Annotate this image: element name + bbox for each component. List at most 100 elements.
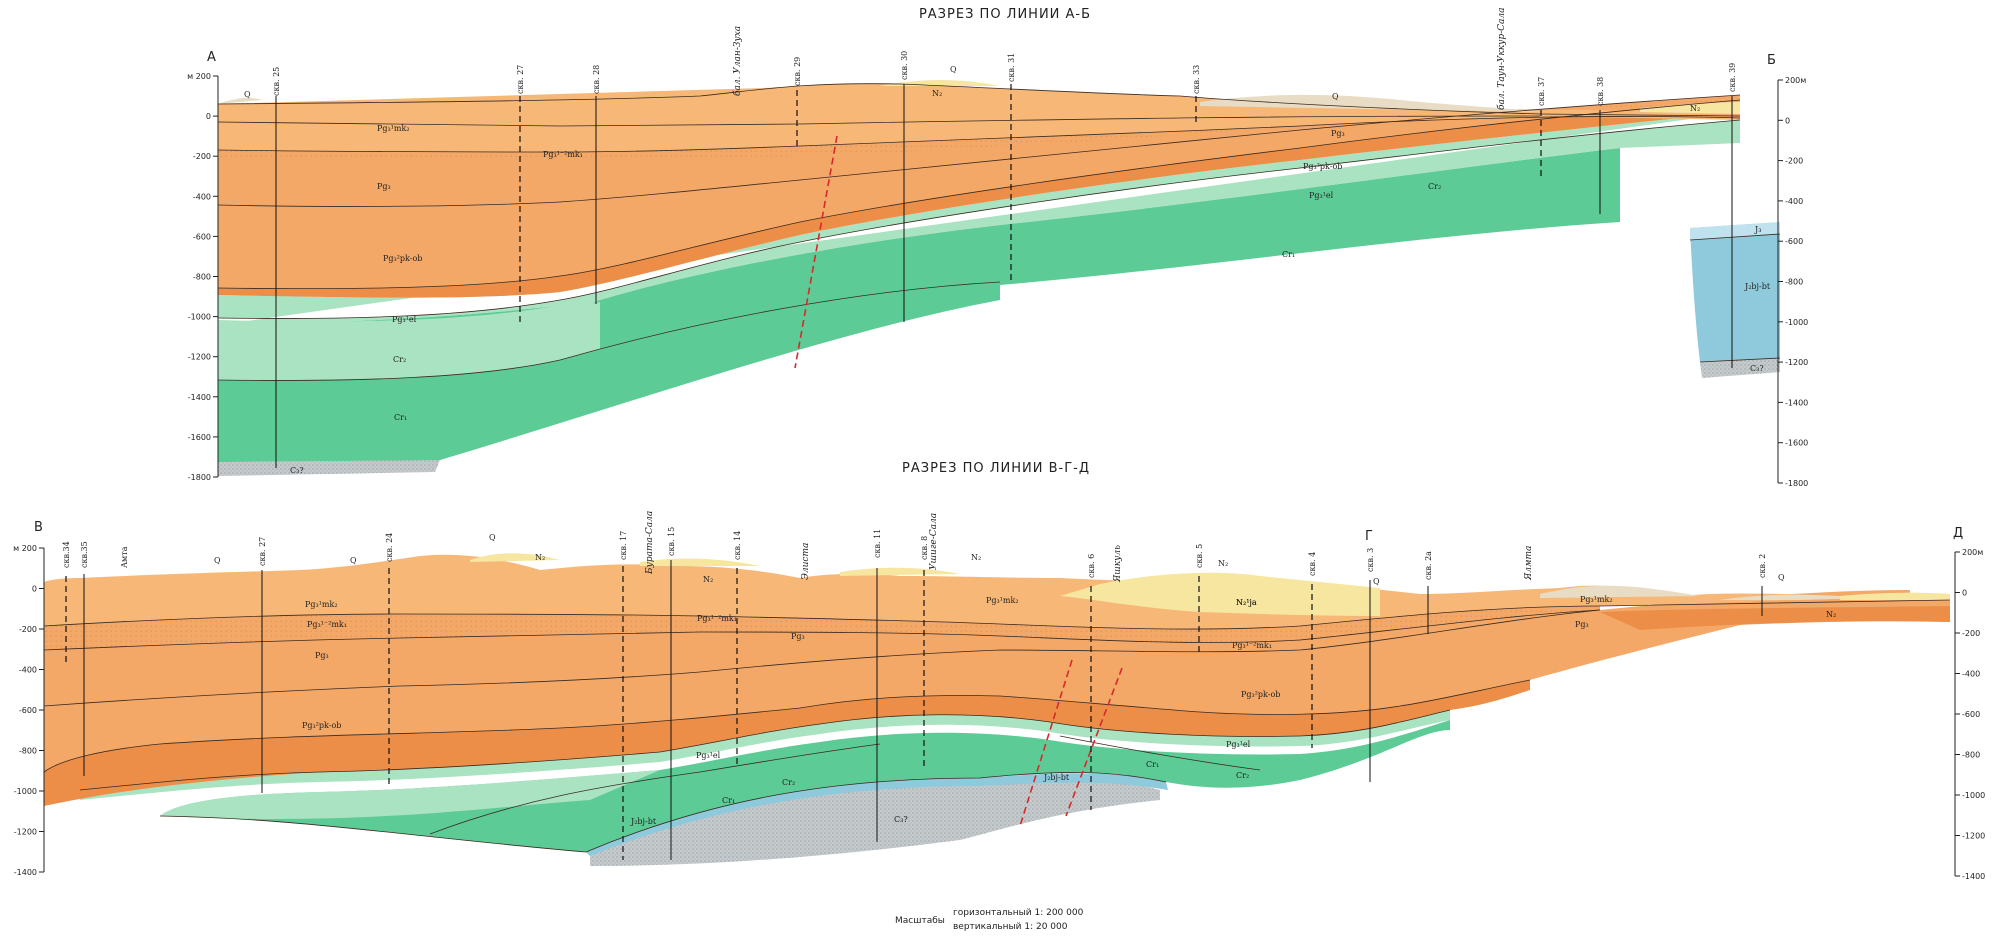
ab-well-label: скв. 39 xyxy=(1728,63,1737,92)
axis-tick-label: 0 xyxy=(1785,116,1790,125)
vgd-unit-label: N₂¹ja xyxy=(1236,598,1257,607)
axis-tick-label: 0 xyxy=(32,585,37,594)
ab-layer-pg3-mk1 xyxy=(218,116,1740,152)
vgd-unit-label: Q xyxy=(1778,573,1785,582)
vgd-place-label: Бурата-Сала xyxy=(645,511,655,575)
vgd-unit-label: Pg₃ xyxy=(1575,620,1589,629)
ab-unit-label: Q xyxy=(1332,92,1339,101)
vgd-unit-label: J₂bj-bt xyxy=(630,817,657,826)
section-ab-unit-labels: Q Q Q N₂ N₂ Pg₃¹mk₂ Pg₃¹⁻²mk₁ Pg₃ Pg₃ Pg… xyxy=(244,65,1771,475)
vgd-unit-label: N₂ xyxy=(1826,610,1836,619)
vgd-layer-neogene xyxy=(1060,572,1380,616)
axis-tick-label: -600 xyxy=(1785,237,1803,246)
vgd-layer-pg3-el xyxy=(44,680,1530,806)
section-vgd: РАЗРЕЗ ПО ЛИНИИ В-Г-Д В Г Д xyxy=(13,461,1985,881)
ab-unit-label: Cr₂ xyxy=(1428,182,1441,191)
vgd-unit-label: C₃? xyxy=(894,815,908,824)
axis-tick-label: -1800 xyxy=(1785,479,1808,488)
vgd-unit-label: Cr₁ xyxy=(722,796,735,805)
ab-layer-neogene xyxy=(880,80,1740,114)
vgd-unit-label: Pg₃ xyxy=(791,632,805,641)
vgd-layer-cr2 xyxy=(80,710,1450,819)
ab-layer-quaternary xyxy=(218,94,1540,112)
ab-well-label: скв. 30 xyxy=(900,51,909,80)
vgd-unit-label: Pg₃ xyxy=(315,651,329,660)
ab-layer-pg3-el xyxy=(218,100,1740,298)
axis-tick-label: -800 xyxy=(193,273,211,282)
vgd-unit-label: Pg₃²pk-ob xyxy=(302,721,341,730)
ab-layer-pg3-dotted-fill xyxy=(218,98,1740,160)
ab-place-label: бал. Таун-Уккур-Сала xyxy=(1496,8,1507,111)
axis-tick-label: -1200 xyxy=(1962,832,1985,841)
vgd-unit-label: Pg₃¹mk₂ xyxy=(1580,595,1613,604)
ab-unit-label: Pg₃²pk-ob xyxy=(383,254,422,263)
vgd-place-label: Яшкуль xyxy=(1113,545,1123,583)
ab-unit-label: Pg₃¹⁻²mk₁ xyxy=(543,150,583,159)
vgd-layer-c3 xyxy=(590,780,1160,866)
ab-unit-label: N₂ xyxy=(932,89,942,98)
section-vgd-corner-right: Д xyxy=(1953,526,1963,541)
axis-tick-label: м 200 xyxy=(13,544,37,553)
axis-tick-label: -1600 xyxy=(188,433,211,442)
section-vgd-right-axis: 200м 0 -200 -400 -600 -800 -1000 -1200 -1400 xyxy=(1954,548,1985,881)
axis-tick-label: -1000 xyxy=(1785,318,1808,327)
ab-well-label: скв. 27 xyxy=(516,65,525,94)
vgd-unit-label: Pg₃¹el xyxy=(696,751,721,760)
ab-unit-label: J₂bj-bt xyxy=(1744,282,1771,291)
vgd-well-label: скв. 15 xyxy=(667,527,676,556)
axis-tick-label: -400 xyxy=(1785,197,1803,206)
axis-tick-label: -1200 xyxy=(14,828,37,837)
ab-well-label: скв. 33 xyxy=(1192,65,1201,94)
section-vgd-unit-labels: Q Q Q Q Q N₂ N₂ N₂ N₂ N₂ N₂¹ja N₂¹ja Pg₃… xyxy=(214,533,1836,826)
vgd-unit-label: Q xyxy=(350,556,357,565)
scale-note: Масштабы горизонтальный 1: 200 000 верти… xyxy=(895,908,1084,932)
scale-label: Масштабы xyxy=(895,916,945,926)
section-ab-wells xyxy=(275,84,1733,468)
ab-unit-label: Pg₃²pk-ob xyxy=(1303,162,1342,171)
axis-tick-label: -1400 xyxy=(1785,398,1808,407)
axis-tick-label: 200м xyxy=(1785,76,1806,85)
vgd-place-label: Ялмта xyxy=(1524,546,1534,581)
axis-tick-label: -400 xyxy=(193,192,211,201)
ab-place-label: бал. Улан-Зуха xyxy=(732,26,743,96)
vgd-unit-label: Q xyxy=(1373,577,1380,586)
axis-tick-label: -1400 xyxy=(14,868,37,877)
vgd-unit-label: Cr₂ xyxy=(782,778,795,787)
axis-tick-label: -1400 xyxy=(188,393,211,402)
vgd-well-label: скв. 5 xyxy=(1195,544,1204,568)
axis-tick-label: -600 xyxy=(19,706,37,715)
ab-layer-c3 xyxy=(1700,358,1780,378)
ab-unit-label: N₂ xyxy=(1690,104,1700,113)
vgd-well-label: скв.35 xyxy=(80,541,89,568)
section-ab-title: РАЗРЕЗ ПО ЛИНИИ А-Б xyxy=(919,7,1091,22)
section-vgd-corner-mid: Г xyxy=(1365,529,1373,544)
ab-layer-pg3-dotted xyxy=(218,95,1740,207)
vgd-well-label: скв. 17 xyxy=(619,531,628,560)
vgd-unit-label: Q xyxy=(214,556,221,565)
vgd-well-label: Амта xyxy=(120,546,129,568)
axis-tick-label: -600 xyxy=(193,232,211,241)
scale-horizontal: горизонтальный 1: 200 000 xyxy=(953,908,1084,918)
axis-tick-label: -1000 xyxy=(1962,791,1985,800)
ab-unit-label: Pg₃¹el xyxy=(392,315,417,324)
vgd-unit-label: Pg₃¹⁻²mk₁ xyxy=(1232,641,1272,650)
ab-unit-label: C₃? xyxy=(290,466,304,475)
ab-well-label: скв. 28 xyxy=(592,65,601,94)
vgd-fault-line xyxy=(1019,659,1073,827)
vgd-unit-label: N₂ xyxy=(1218,559,1228,568)
vgd-well-label: скв. 2а xyxy=(1424,551,1433,580)
vgd-well-label: скв. 14 xyxy=(733,531,742,560)
ab-unit-label: Pg₃ xyxy=(377,182,391,191)
vgd-unit-label: N₂ xyxy=(971,553,981,562)
vgd-fault-line xyxy=(1065,667,1123,817)
ab-well-label: скв. 25 xyxy=(272,67,281,96)
vgd-place-label: Элиста xyxy=(801,543,811,580)
vgd-layer-pg3-pkob xyxy=(44,590,1910,772)
ab-unit-label: C₃? xyxy=(1750,364,1764,373)
ab-layer-c3-left xyxy=(218,460,440,476)
section-vgd-well-labels: скв.34 скв.35 Амта скв. 27 скв. 24 скв. … xyxy=(62,511,1767,583)
section-ab-boundaries xyxy=(217,83,1781,381)
axis-tick-label: -200 xyxy=(19,625,37,634)
vgd-well-label: скв. 24 xyxy=(385,533,394,562)
axis-tick-label: -1200 xyxy=(188,353,211,362)
